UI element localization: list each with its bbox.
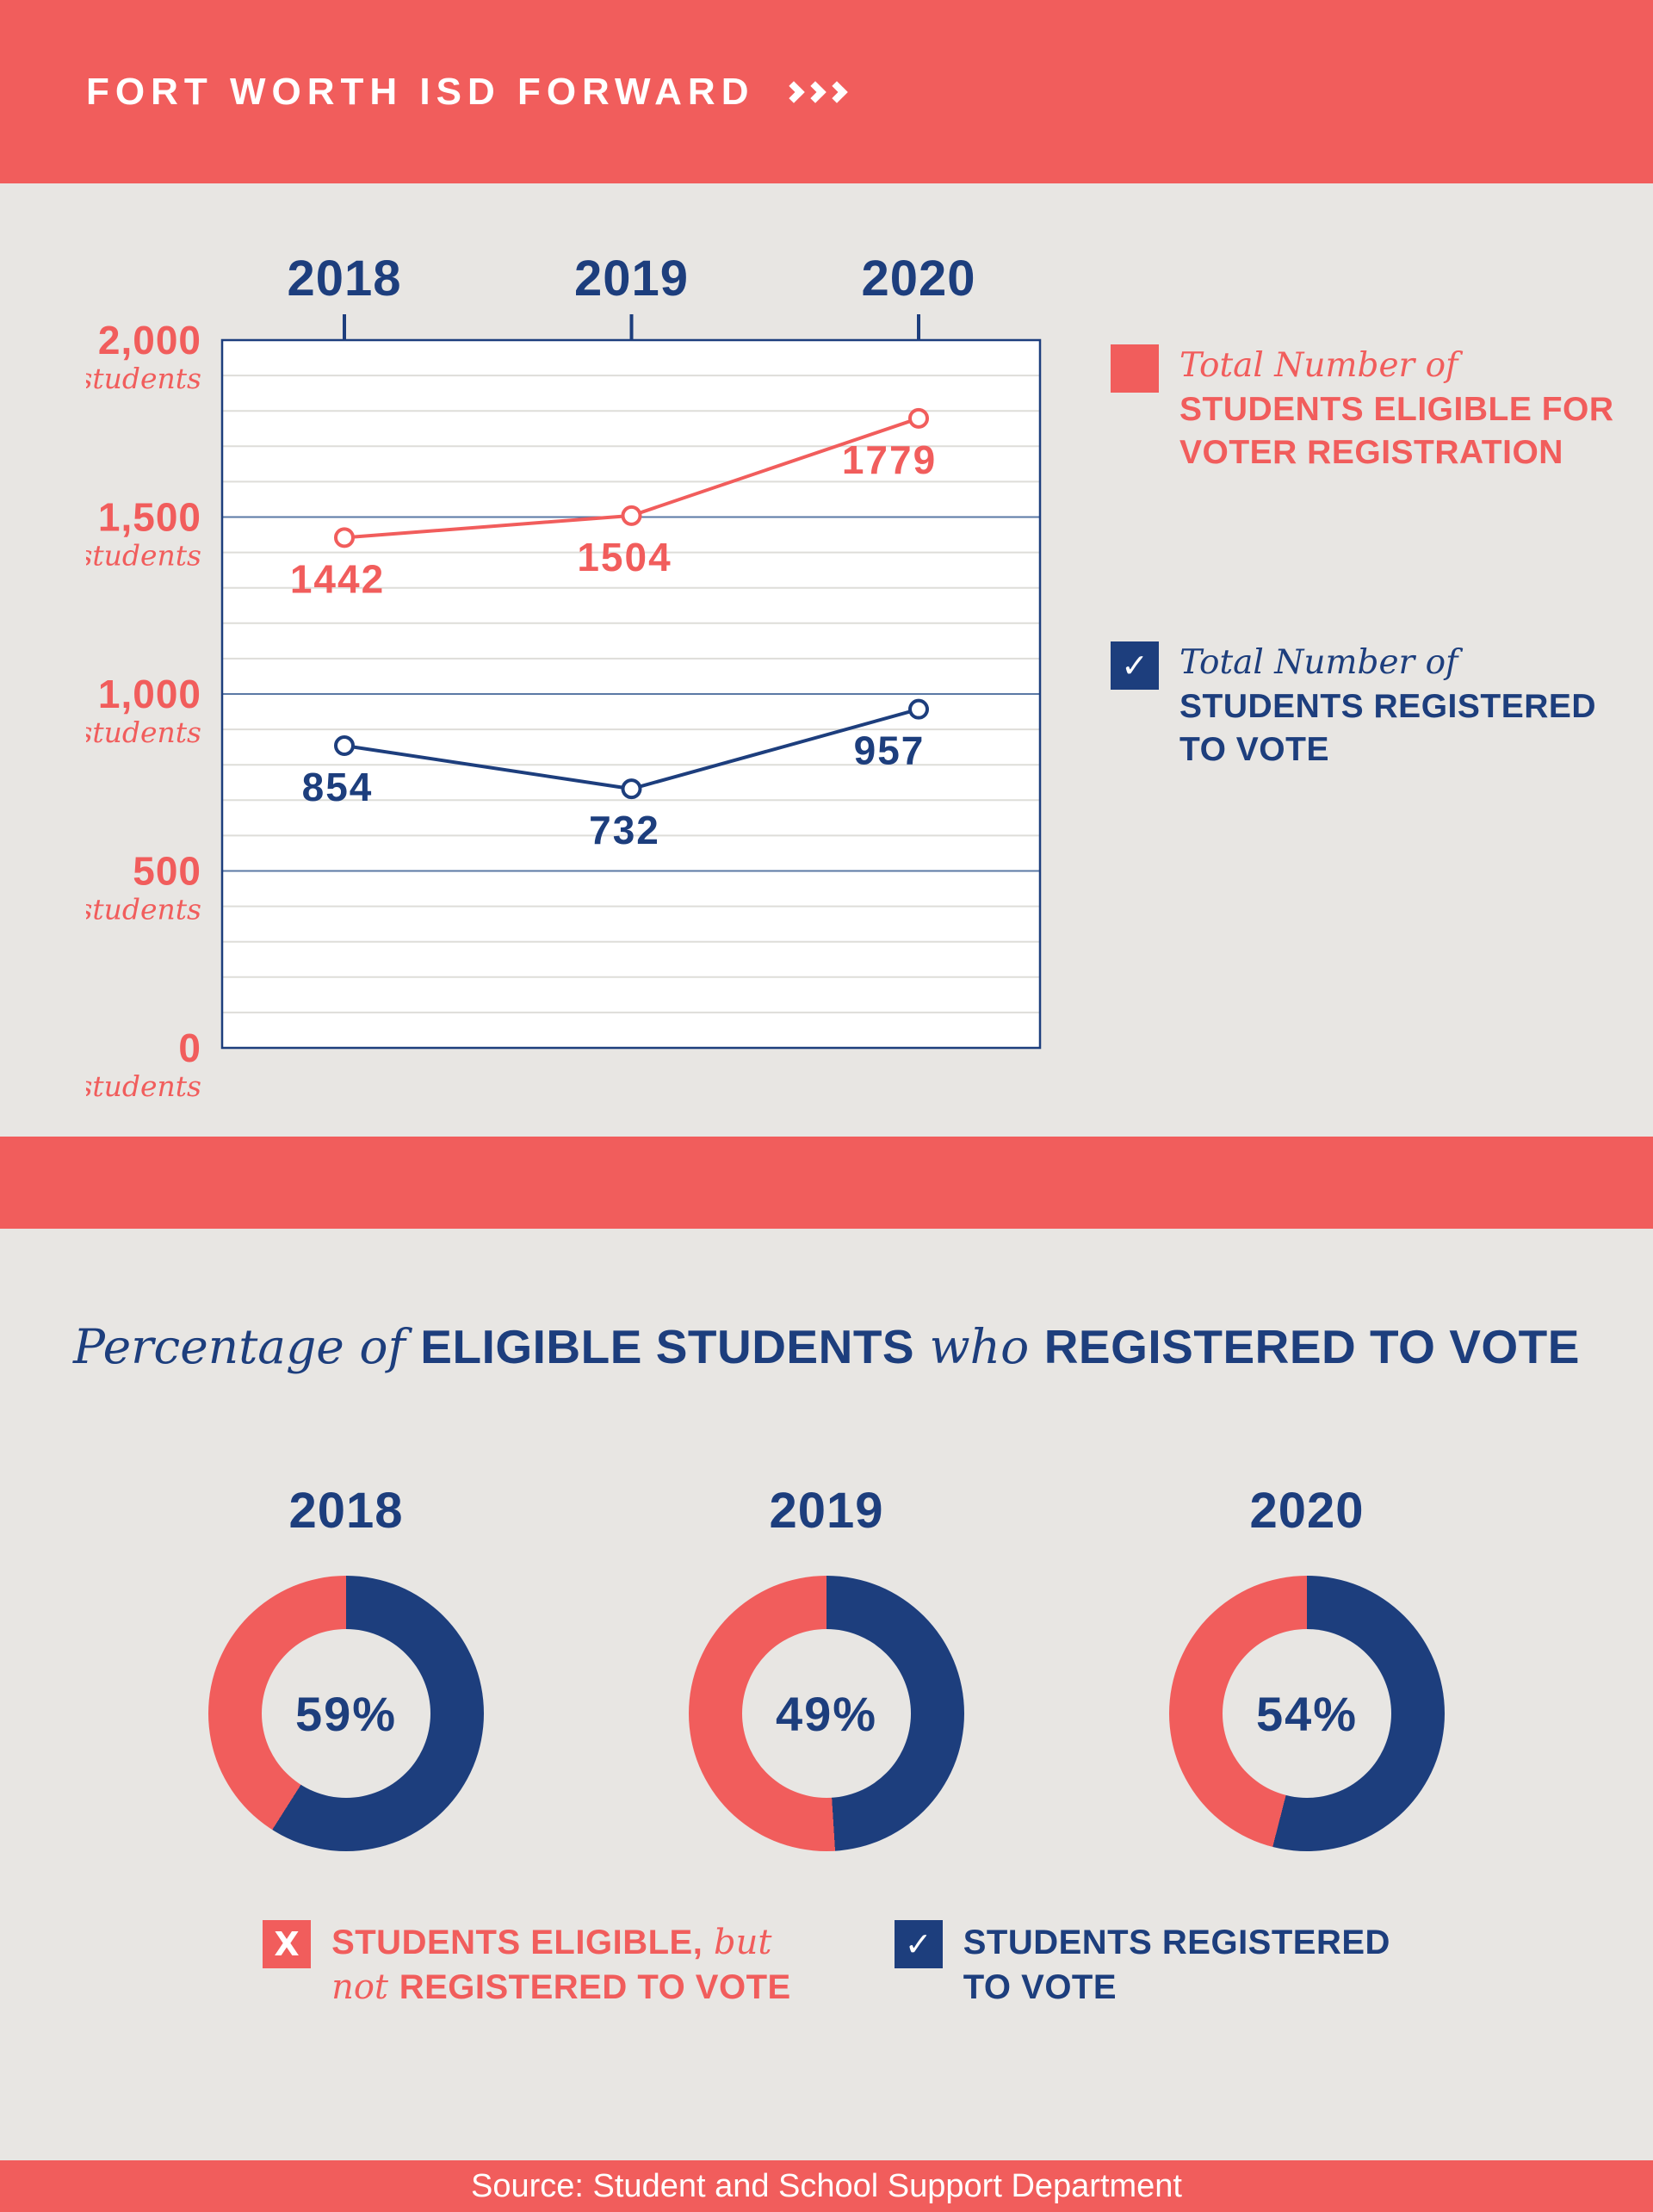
title-part-eligible-students: ELIGIBLE STUDENTS [420, 1320, 915, 1373]
donut-chart: 49% [689, 1576, 964, 1851]
title-part-who: who [914, 1319, 1044, 1374]
source-text: Source: Student and School Support Depar… [471, 2167, 1182, 2204]
legend-eligible-line1: STUDENTS ELIGIBLE FOR [1179, 390, 1614, 428]
legend-registered-line1: STUDENTS REGISTERED [1179, 687, 1597, 725]
svg-text:2018: 2018 [287, 251, 401, 307]
svg-text:1,500: 1,500 [98, 495, 201, 540]
percent-section: Percentage of ELIGIBLE STUDENTS who REGI… [0, 1229, 1653, 2160]
svg-text:students: students [86, 893, 201, 926]
svg-text:0: 0 [178, 1025, 201, 1070]
donut-percent-label: 59% [294, 1686, 398, 1741]
line-chart-section: 2018 2019 2020 2,000 students 1,500 students 1,… [0, 183, 1653, 1137]
page-title: FORT WORTH ISD FORWARD [86, 70, 849, 114]
svg-text:2020: 2020 [861, 251, 975, 307]
legend-not-registered-line1: STUDENTS ELIGIBLE, but [331, 1920, 791, 1965]
legend-not-registered: X STUDENTS ELIGIBLE, but not REGISTERED … [263, 1920, 791, 2010]
donut-2018: 2018 59% [208, 1482, 484, 1851]
but-label: but [703, 1923, 772, 1962]
x-icon: X [263, 1920, 312, 1968]
legend-registered-bottom: ✓ STUDENTS REGISTERED TO VOTE [894, 1920, 1390, 2010]
legend-registered-prefix: Total Number of [1179, 643, 1458, 682]
svg-text:2,000: 2,000 [98, 318, 201, 362]
svg-text:500: 500 [133, 849, 201, 894]
chevron-right-icon [826, 80, 849, 103]
not-label: not [331, 1967, 399, 2007]
legend-registered-bottom-line2: TO VOTE [963, 1968, 1117, 2006]
donut-hole: 54% [1223, 1629, 1391, 1798]
donut-year-label: 2020 [1249, 1483, 1365, 1539]
svg-text:1442: 1442 [290, 556, 385, 601]
donut-chart: 59% [208, 1576, 484, 1851]
legend-registered-line2: TO VOTE [1179, 731, 1329, 769]
svg-text:students: students [86, 1069, 201, 1103]
check-icon: ✓ [1111, 641, 1159, 690]
students-eligible-label: STUDENTS ELIGIBLE, [331, 1924, 703, 1961]
chevrons-right-icon [780, 80, 849, 103]
donut-year-label: 2019 [769, 1483, 884, 1539]
legend-registered-bottom-text: STUDENTS REGISTERED TO VOTE [963, 1920, 1390, 2010]
donut-percent-label: 49% [775, 1686, 878, 1741]
check-icon: ✓ [894, 1920, 943, 1968]
legend-registered-bottom-line1: STUDENTS REGISTERED [963, 1924, 1390, 1961]
svg-text:1,000: 1,000 [98, 672, 201, 716]
top-banner: FORT WORTH ISD FORWARD [0, 0, 1653, 183]
legend-registered: ✓ Total Number of STUDENTS REGISTERED TO… [1111, 641, 1596, 772]
title-part-percentage-of: Percentage of [73, 1319, 421, 1374]
eligible-swatch-icon [1111, 344, 1159, 393]
donut-hole: 59% [262, 1629, 430, 1798]
legend-eligible-text: Total Number of STUDENTS ELIGIBLE FOR VO… [1179, 344, 1614, 475]
divider-band [0, 1137, 1653, 1229]
chevron-right-icon [783, 80, 806, 103]
legend-not-registered-text: STUDENTS ELIGIBLE, but not REGISTERED TO… [331, 1920, 791, 2010]
legend-eligible-line2: VOTER REGISTRATION [1179, 434, 1563, 472]
svg-text:students: students [86, 539, 201, 573]
legend-eligible-prefix: Total Number of [1179, 346, 1458, 385]
page-title-text: FORT WORTH ISD FORWARD [86, 70, 755, 113]
chevron-right-icon [804, 80, 827, 103]
svg-text:854: 854 [302, 765, 374, 809]
donut-year-label: 2018 [288, 1483, 404, 1539]
svg-text:students: students [86, 716, 201, 749]
percent-legend: X STUDENTS ELIGIBLE, but not REGISTERED … [0, 1920, 1653, 2010]
donut-2019: 2019 49% [689, 1482, 964, 1851]
line-chart-svg: 2018 2019 20202,000students1,500students1,… [86, 251, 1042, 1103]
svg-text:957: 957 [854, 728, 926, 773]
registered-to-vote-label: REGISTERED TO VOTE [399, 1968, 791, 2006]
svg-text:2019: 2019 [574, 251, 689, 307]
percent-section-title: Percentage of ELIGIBLE STUDENTS who REGI… [0, 1229, 1653, 1374]
donut-chart: 54% [1169, 1576, 1445, 1851]
svg-text:732: 732 [589, 808, 660, 852]
legend-registered-text: Total Number of STUDENTS REGISTERED TO V… [1179, 641, 1596, 772]
title-part-registered-to-vote: REGISTERED TO VOTE [1043, 1320, 1580, 1373]
svg-text:1779: 1779 [842, 437, 937, 482]
donut-2020: 2020 54% [1169, 1482, 1445, 1851]
donut-percent-label: 54% [1255, 1686, 1359, 1741]
legend-eligible: Total Number of STUDENTS ELIGIBLE FOR VO… [1111, 344, 1614, 475]
donut-row: 2018 59% 2019 49% 2020 54% [0, 1482, 1653, 1851]
legend-not-registered-line2: not REGISTERED TO VOTE [331, 1965, 791, 2010]
footer-banner: Source: Student and School Support Depar… [0, 2160, 1653, 2212]
svg-text:1504: 1504 [577, 535, 672, 579]
svg-text:students: students [86, 362, 201, 395]
donut-hole: 49% [742, 1629, 911, 1798]
